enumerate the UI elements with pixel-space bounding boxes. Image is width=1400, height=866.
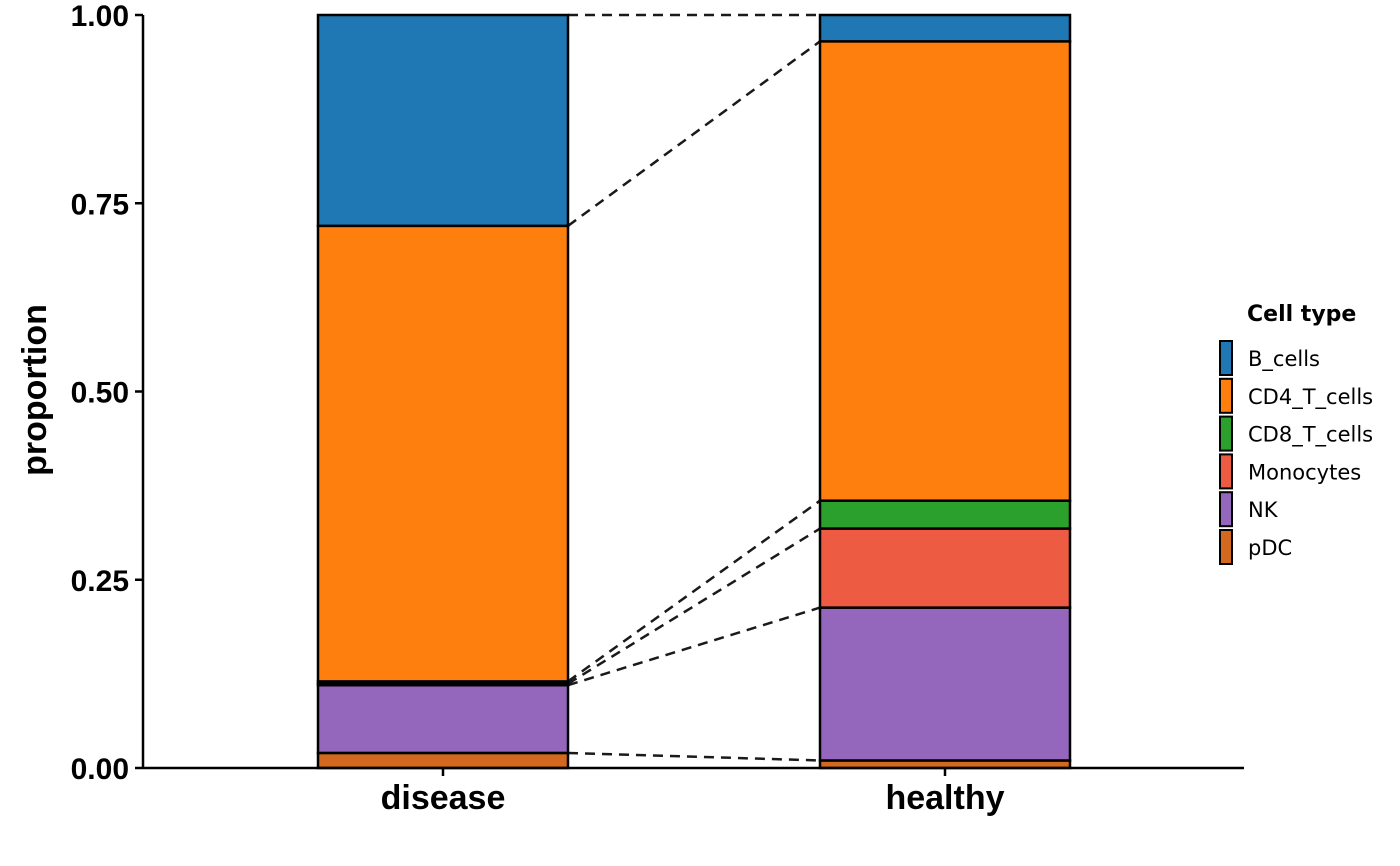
- bar-healthy-CD4_T_cells: [818, 40, 1072, 502]
- bar-disease-NK: [316, 683, 570, 755]
- x-tick-label-healthy: healthy: [885, 779, 1004, 817]
- y-tick-label: 0.25: [71, 565, 129, 598]
- y-tick-label: 0.00: [71, 753, 129, 786]
- bar-healthy-B_cells: [818, 13, 1072, 43]
- legend-label-B_cells: B_cells: [1248, 347, 1320, 372]
- y-tick-label: 0.75: [71, 188, 129, 221]
- bar-disease-CD4_T_cells: [316, 224, 570, 683]
- legend-swatch-Monocytes: [1219, 453, 1233, 490]
- legend-swatch-NK: [1219, 491, 1233, 528]
- legend-label-pDC: pDC: [1248, 536, 1292, 560]
- bars: [316, 13, 1072, 770]
- connector-CD8_T_cells: [567, 499, 821, 683]
- connector-pDC: [567, 751, 821, 762]
- legend-swatch-pDC: [1219, 529, 1233, 565]
- bar-disease-pDC: [316, 751, 570, 770]
- bar-healthy-CD8_T_cells: [818, 499, 1072, 530]
- legend-swatch-CD8_T_cells: [1219, 415, 1233, 452]
- connector-Monocytes: [567, 527, 821, 685]
- legend-label-NK: NK: [1248, 498, 1279, 522]
- connector-lines: [567, 13, 821, 762]
- y-tick-label: 1.00: [71, 0, 129, 33]
- y-axis: 0.00 0.25 0.50 0.75 1.00: [71, 0, 145, 786]
- y-tick-label: 0.50: [71, 377, 129, 410]
- legend-label-Monocytes: Monocytes: [1248, 460, 1361, 484]
- connector-NK: [567, 606, 821, 687]
- legend-label-CD8_T_cells: CD8_T_cells: [1248, 423, 1373, 448]
- legend-title: Cell type: [1247, 302, 1356, 327]
- x-axis: disease healthy: [143, 766, 1244, 817]
- bar-healthy-Monocytes: [818, 527, 1072, 609]
- y-axis-title: proportion: [16, 304, 54, 476]
- connector-CD4_T_cells: [567, 40, 821, 227]
- legend-swatch-CD4_T_cells: [1219, 377, 1233, 414]
- bar-healthy-NK: [818, 606, 1072, 762]
- bar-disease-B_cells: [316, 13, 570, 228]
- legend-swatch-B_cells: [1219, 340, 1233, 376]
- x-tick-label-disease: disease: [381, 779, 506, 817]
- legend: Cell type B_cells CD4_T_cells CD8_T_cells M…: [1219, 302, 1373, 565]
- legend-label-CD4_T_cells: CD4_T_cells: [1248, 385, 1373, 410]
